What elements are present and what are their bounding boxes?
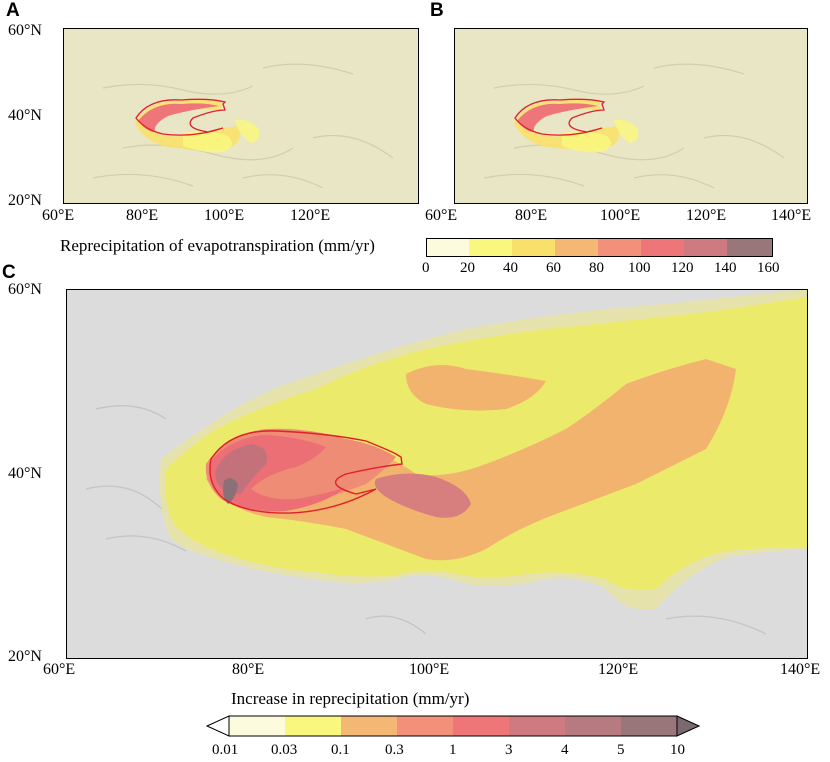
reprecip-zone-lake — [626, 391, 666, 429]
panel-a-reprecip-east — [183, 131, 232, 153]
panel-b-basin-boundary — [514, 98, 606, 136]
panel-a-basin-boundary — [135, 98, 227, 136]
colorbar-top-bin-4 — [598, 238, 641, 257]
colorbar-bottom-tick-0.3: 0.3 — [385, 742, 404, 758]
colorbar-top-tick-40: 40 — [503, 260, 518, 276]
panel-c-map — [66, 289, 808, 659]
panel-b-xtick-60e: 60°E — [425, 207, 458, 224]
colorbar-bottom-bin-0 — [229, 716, 285, 736]
reprecip-zone-east — [374, 473, 471, 518]
panel-b-xtick-100e: 100°E — [600, 207, 641, 224]
panel-a-terrain-relief — [92, 63, 394, 189]
panel-a-label: A — [6, 0, 20, 21]
colorbar-bottom-title: Increase in reprecipitation (mm/yr) — [231, 689, 470, 708]
reprecip-zone-10 — [223, 478, 238, 504]
panel-c-xtick-60e: 60°E — [43, 661, 76, 678]
colorbar-top-title: Reprecipitation of evapotranspiration (m… — [60, 236, 375, 255]
colorbar-top-tick-20: 20 — [460, 260, 475, 276]
colorbar-bottom-bin-2 — [341, 716, 397, 736]
colorbar-bottom-high-arrow — [676, 715, 700, 737]
panel-b-map — [454, 28, 808, 204]
panel-b-label: B — [430, 0, 444, 21]
colorbar-bottom-tick-1: 1 — [449, 742, 457, 758]
colorbar-bottom-tick-4: 4 — [561, 742, 569, 758]
colorbar-bottom-bin-7 — [621, 716, 677, 736]
colorbar-bottom-bin-3 — [397, 716, 453, 736]
colorbar-top-bin-5 — [641, 238, 684, 257]
panel-a-ytick-40n: 40°N — [8, 107, 42, 124]
colorbar-top-bin-6 — [684, 238, 727, 257]
panel-a-xtick-100e: 100°E — [204, 207, 245, 224]
colorbar-bottom-tick-3: 3 — [505, 742, 513, 758]
panel-c-xtick-80e: 80°E — [232, 661, 265, 678]
panel-b-reprecip-core — [517, 103, 598, 132]
colorbar-bottom-tick-5: 5 — [617, 742, 625, 758]
colorbar-top-bin-7 — [727, 238, 773, 257]
colorbar-top-tick-160: 160 — [757, 260, 780, 276]
panel-b-terrain-relief — [483, 63, 785, 189]
panel-b-xtick-140e: 140°E — [771, 207, 812, 224]
panel-a-reprecip-qaidam — [235, 119, 260, 143]
panel-c-ytick-20n: 20°N — [8, 648, 42, 665]
colorbar-bottom-low-arrow — [206, 715, 230, 737]
colorbar-bottom-tick-0.03: 0.03 — [271, 742, 298, 758]
colorbar-top-tick-140: 140 — [714, 260, 737, 276]
panel-c-xtick-100e: 100°E — [409, 661, 450, 678]
colorbar-top-tick-0: 0 — [422, 260, 430, 276]
colorbar-top-bin-1 — [469, 238, 512, 257]
panel-b-reprecip-east — [562, 131, 611, 153]
colorbar-bottom-bin-6 — [565, 716, 621, 736]
panel-c-xtick-140e: 140°E — [780, 661, 821, 678]
colorbar-top-tick-60: 60 — [546, 260, 561, 276]
panel-a-xtick-80e: 80°E — [126, 207, 159, 224]
panel-c-ytick-60n: 60°N — [8, 281, 42, 298]
reprecip-zone-0.1 — [206, 359, 736, 561]
colorbar-top-bin-2 — [512, 238, 555, 257]
panel-a-ytick-20n: 20°N — [8, 192, 42, 209]
panel-b-xtick-120e: 120°E — [686, 207, 727, 224]
panel-c-ytick-40n: 40°N — [8, 465, 42, 482]
panel-c-basin-boundary — [209, 430, 403, 514]
reprecip-zone-0.1-north — [406, 365, 546, 411]
colorbar-top-tick-100: 100 — [628, 260, 651, 276]
colorbar-bottom-tick-0.01: 0.01 — [212, 742, 239, 758]
panel-c-label: C — [2, 262, 16, 283]
panel-a-xtick-60e: 60°E — [42, 207, 75, 224]
colorbar-bottom-bin-4 — [453, 716, 509, 736]
panel-a-map — [63, 28, 419, 204]
panel-a-xtick-120e: 120°E — [290, 207, 331, 224]
colorbar-bottom-bin-1 — [285, 716, 341, 736]
panel-b-reprecip-qaidam — [614, 119, 639, 143]
colorbar-bottom-bin-5 — [509, 716, 565, 736]
colorbar-top-bin-3 — [555, 238, 598, 257]
colorbar-top-bin-0 — [426, 238, 469, 257]
colorbar-bottom — [206, 715, 700, 737]
colorbar-top-tick-120: 120 — [671, 260, 694, 276]
colorbar-top-tick-80: 80 — [589, 260, 604, 276]
panel-b-xtick-80e: 80°E — [515, 207, 548, 224]
panel-c-xtick-120e: 120°E — [598, 661, 639, 678]
colorbar-top — [426, 238, 773, 257]
colorbar-bottom-tick-0.1: 0.1 — [331, 742, 350, 758]
panel-a-reprecip-core — [138, 103, 219, 132]
colorbar-bottom-tick-10: 10 — [670, 742, 685, 758]
panel-a-ytick-60n: 60°N — [8, 22, 42, 39]
